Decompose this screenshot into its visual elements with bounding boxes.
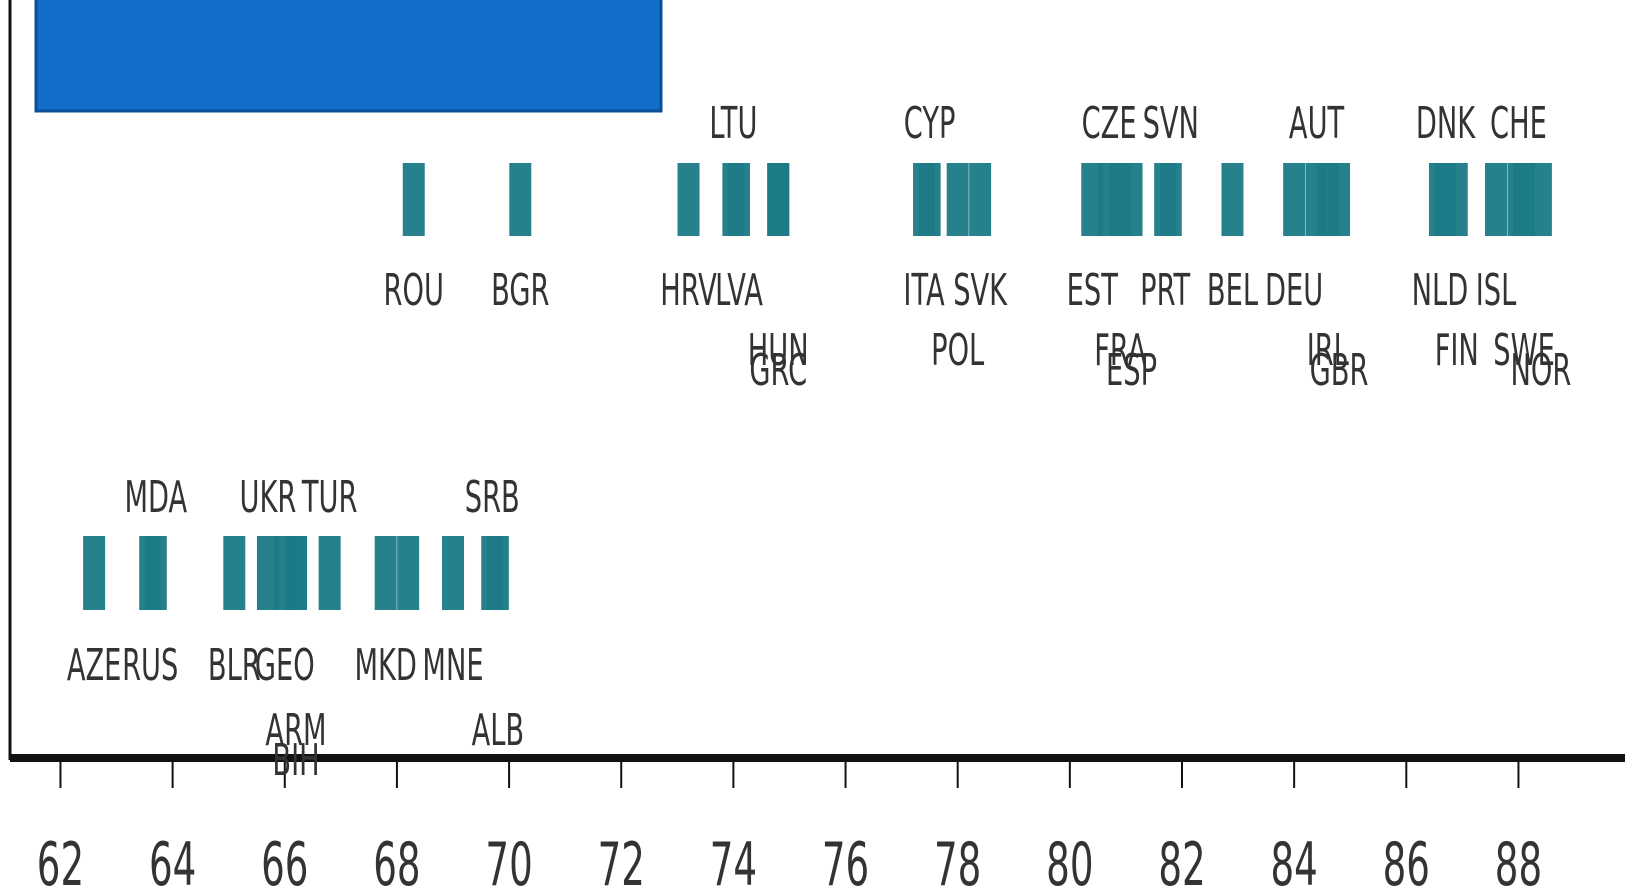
x-tick-label: 84	[1270, 830, 1317, 895]
country-label-mne: MNE	[422, 639, 483, 691]
strip-mark-svk	[969, 163, 992, 236]
country-label-svn: SVN	[1143, 97, 1199, 149]
strip-mark-bih	[284, 536, 307, 610]
x-tick-label: 72	[598, 830, 645, 895]
country-label-nld: NLD	[1412, 264, 1469, 316]
country-label-bgr: BGR	[491, 264, 549, 316]
country-label-srb: SRB	[465, 471, 520, 523]
x-tick-label: 66	[261, 830, 308, 895]
country-label-swe: SWE	[1493, 324, 1555, 376]
strip-mark-svn	[1159, 163, 1182, 236]
country-label-tur: TUR	[301, 471, 357, 523]
country-label-grc: GRC	[749, 344, 807, 396]
country-label-prt: PRT	[1140, 264, 1191, 316]
x-tick-label: 64	[149, 830, 196, 895]
country-label-irl: IRL	[1307, 324, 1350, 376]
x-tick-label: 62	[37, 830, 84, 895]
strip-mark-nor	[1529, 163, 1552, 236]
strip-mark-esp	[1120, 163, 1143, 236]
country-label-geo: GEO	[255, 639, 315, 691]
country-label-blr: BLR	[208, 639, 261, 691]
country-label-che: CHE	[1490, 97, 1547, 149]
strip-mark-pol	[946, 163, 969, 236]
strip-mark-lva	[727, 163, 750, 236]
country-label-gbr: GBR	[1310, 344, 1369, 396]
country-label-cyp: CYP	[904, 97, 956, 149]
strip-mark-mda	[144, 536, 167, 610]
country-label-hun: HUN	[748, 324, 809, 376]
country-label-alb: ALB	[472, 704, 525, 756]
strip-mark-blr	[223, 536, 246, 610]
country-label-pol: POL	[931, 324, 985, 376]
country-label-bih: BIH	[272, 734, 319, 786]
country-label-isl: ISL	[1476, 264, 1517, 316]
x-tick-label: 68	[373, 830, 420, 895]
x-tick-label: 70	[485, 830, 532, 895]
strip-mark-alb	[486, 536, 509, 610]
country-label-ltu: LTU	[709, 97, 757, 149]
country-label-dnk: DNK	[1416, 97, 1476, 149]
strip-mark-gbr	[1328, 163, 1351, 236]
country-label-arm: ARM	[265, 704, 326, 756]
country-label-mkd: MKD	[355, 639, 417, 691]
strip-mark-bgr	[509, 163, 532, 236]
strip-mark-deu	[1283, 163, 1306, 236]
strip-mark-tur	[318, 536, 341, 610]
strip-mark-est	[1081, 163, 1104, 236]
x-tick-label: 82	[1158, 830, 1205, 895]
x-tick-label: 86	[1383, 830, 1430, 895]
country-label-fin: FIN	[1435, 324, 1479, 376]
strip-mark-hrv	[677, 163, 700, 236]
country-label-cze: CZE	[1082, 97, 1137, 149]
country-label-aut: AUT	[1289, 97, 1345, 149]
country-label-bel: BEL	[1207, 264, 1259, 316]
country-label-ukr: UKR	[240, 471, 297, 523]
country-label-fra: FRA	[1094, 324, 1146, 376]
country-label-est: EST	[1067, 264, 1119, 316]
country-label-ita: ITA	[903, 264, 944, 316]
x-tick-label: 74	[710, 830, 757, 895]
country-label-aze: AZE	[67, 639, 122, 691]
country-label-lva: LVA	[715, 264, 763, 316]
strip-mark-aze	[83, 536, 106, 610]
strip-mark-grc	[767, 163, 790, 236]
x-tick-label: 78	[934, 830, 981, 895]
strip-mark-cyp	[918, 163, 941, 236]
strip-mark-mkd2	[397, 536, 420, 610]
strip-mark-ukr	[256, 536, 279, 610]
strip-mark-mne	[442, 536, 465, 610]
strip-mark-isl	[1485, 163, 1508, 236]
strip-mark-mkd	[374, 536, 397, 610]
country-label-nor: NOR	[1510, 344, 1571, 396]
country-label-deu: DEU	[1265, 264, 1323, 316]
x-tick-label: 88	[1495, 830, 1542, 895]
strip-mark-bel	[1221, 163, 1244, 236]
strip-mark-swe	[1513, 163, 1536, 236]
header-banner	[34, 0, 663, 113]
country-label-rus: RUS	[122, 639, 178, 691]
country-label-svk: SVK	[953, 264, 1008, 316]
country-label-rou: ROU	[384, 264, 444, 316]
strip-mark-fin	[1445, 163, 1468, 236]
strip-mark-rou	[402, 163, 425, 236]
country-label-mda: MDA	[124, 471, 187, 523]
x-tick-label: 76	[822, 830, 869, 895]
country-label-hrv: HRV	[660, 264, 717, 316]
x-tick-label: 80	[1046, 830, 1093, 895]
country-label-esp: ESP	[1106, 344, 1157, 396]
